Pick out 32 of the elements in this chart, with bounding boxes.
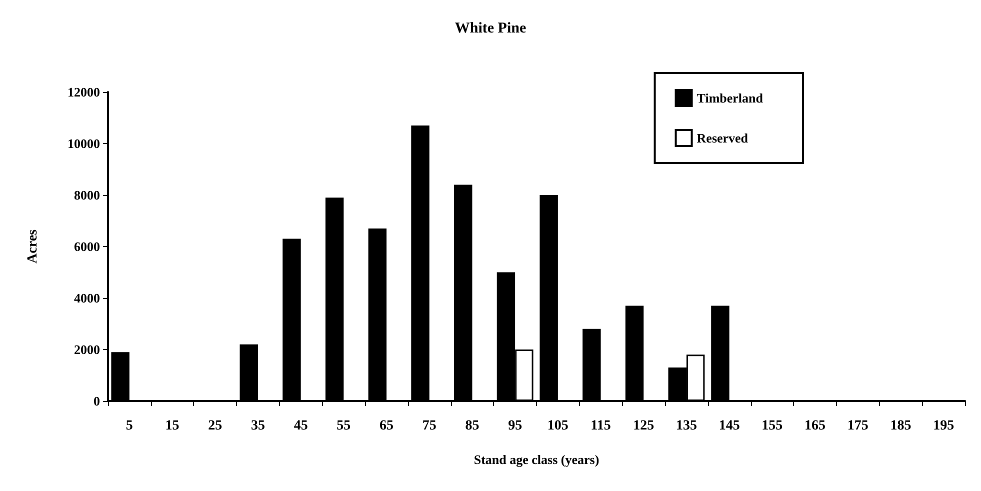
x-tick-label: 105	[547, 418, 568, 434]
x-tick-label: 175	[847, 418, 868, 434]
y-tick-label: 2000	[74, 342, 100, 357]
x-tick-label: 25	[208, 418, 222, 434]
x-tick-label: 115	[590, 418, 611, 434]
x-tick-label: 75	[422, 418, 436, 434]
x-tick-label: 125	[633, 418, 654, 434]
y-tick-label: 6000	[74, 239, 100, 254]
x-tick-label: 155	[762, 418, 783, 434]
x-tick-label: 95	[508, 418, 522, 434]
y-tick-label: 8000	[74, 188, 100, 202]
x-tick-label: 145	[718, 418, 740, 434]
y-tick-label: 0	[94, 394, 100, 408]
legend-label: Timberland	[696, 90, 764, 106]
x-tick-label: 135	[676, 418, 697, 434]
y-axis-title: Acres	[26, 228, 40, 264]
x-tick-label: 55	[336, 418, 351, 434]
chart-title: White Pine	[454, 20, 526, 36]
x-tick-label: 15	[165, 418, 180, 434]
x-axis-title: Stand age class (years)	[474, 452, 600, 467]
y-tick-label: 4000	[74, 290, 100, 306]
x-tick-label: 85	[465, 418, 480, 434]
x-tick-label: 195	[933, 418, 954, 434]
x-tick-label: 165	[804, 418, 826, 434]
y-tick-label: 12000	[68, 84, 100, 100]
x-tick-label: 5	[126, 418, 133, 434]
x-tick-label: 35	[250, 418, 265, 434]
legend-label: Reserved	[696, 130, 749, 146]
y-tick-label: 10000	[68, 136, 100, 151]
x-tick-label: 65	[380, 418, 394, 434]
x-tick-label: 45	[294, 418, 308, 434]
x-tick-label: 185	[890, 418, 912, 434]
